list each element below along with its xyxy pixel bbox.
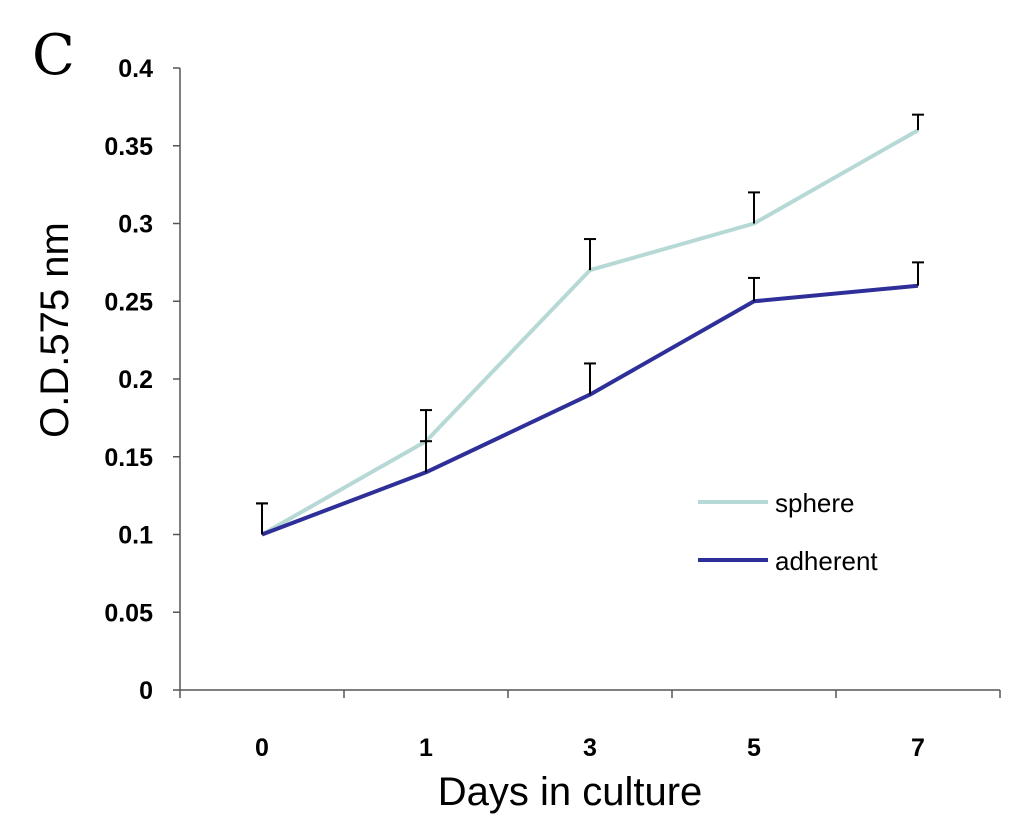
legend-label-adherent: adherent xyxy=(775,546,878,576)
legend-label-sphere: sphere xyxy=(775,488,855,518)
y-tick-label: 0.3 xyxy=(118,211,153,239)
x-tick-label: 0 xyxy=(255,734,269,762)
series-layer xyxy=(256,113,924,537)
series-line-sphere xyxy=(261,128,919,537)
y-tick-label: 0.05 xyxy=(104,599,153,627)
x-tick-label: 7 xyxy=(911,734,925,762)
axes: 0 0.05 0.1 0.15 0.2 0.25 0.3 0.35 0.4 0 1 3 5 7 xyxy=(104,55,1001,762)
y-tick-label: 0.1 xyxy=(118,522,153,550)
y-tick-label: 0 xyxy=(139,677,153,705)
panel-letter: C xyxy=(32,23,75,88)
y-tick-label: 0.2 xyxy=(118,366,153,394)
y-tick-label: 0.35 xyxy=(104,133,153,161)
y-tick-label: 0.15 xyxy=(104,444,153,472)
legend: sphere adherent xyxy=(698,488,878,576)
x-tick-label: 3 xyxy=(583,734,597,762)
series-line-adherent xyxy=(261,283,919,537)
x-tick-label: 5 xyxy=(747,734,761,762)
y-tick-label: 0.25 xyxy=(104,288,153,316)
y-tick-label: 0.4 xyxy=(118,55,153,83)
x-tick-label: 1 xyxy=(419,734,433,762)
x-axis-label: Days in culture xyxy=(438,770,703,814)
y-axis-label: O.D.575 nm xyxy=(33,222,77,438)
